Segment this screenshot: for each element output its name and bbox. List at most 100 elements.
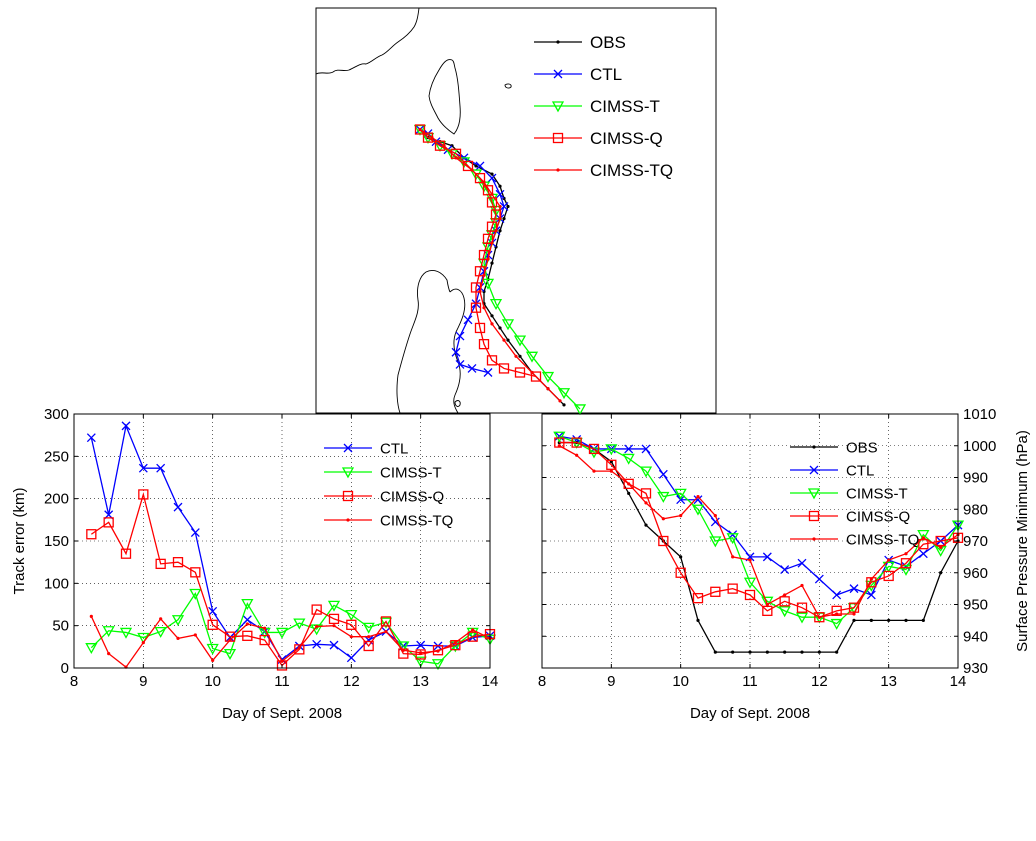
- track-point-ctl: [495, 189, 505, 199]
- track-point-obs: [562, 403, 566, 407]
- track-point-cimss-q: [486, 197, 498, 208]
- track-error-ticks: 8 9 10 11 12 13 14 0 50 100 150 200 250 300: [44, 406, 498, 690]
- x-tick-label: 8: [70, 673, 78, 690]
- series-cimss-q: [86, 489, 496, 671]
- track-map-series: [413, 124, 587, 416]
- data-point-cimss-tq: [367, 635, 371, 639]
- data-point-ctl: [416, 640, 426, 650]
- track-point-cimss-tq: [546, 387, 550, 391]
- track-point-cimss-q: [514, 367, 526, 378]
- x-tick-label: 11: [274, 673, 290, 690]
- track-point-cimss-tq: [494, 229, 498, 233]
- legend-marker-cimss-tq: [346, 518, 350, 522]
- track-point-obs: [490, 172, 494, 176]
- data-point-cimss-t: [345, 610, 358, 621]
- legend-label-cimss-tq: CIMSS-TQ: [846, 531, 919, 548]
- data-point-cimss-t: [379, 617, 393, 629]
- track-point-cimss-tq: [490, 241, 494, 245]
- surface-pressure-ylabel: Surface Pressure Minimum (hPa): [1014, 430, 1031, 652]
- data-point-cimss-q: [155, 558, 166, 570]
- track-map-panel: OBS CTL CIMSS-T CIMSS-Q CIMSS-TQ: [315, 7, 717, 416]
- y-tick-label: 960: [963, 565, 988, 582]
- y-tick-label: 0: [61, 660, 69, 677]
- series-line-cimss-tq: [90, 616, 491, 669]
- series-line-cimss-q: [90, 491, 491, 667]
- y-tick-label: 300: [44, 406, 69, 423]
- legend-marker-cimss-q: [808, 510, 820, 522]
- data-point-cimss-tq: [263, 626, 267, 630]
- series-line-ctl: [90, 423, 491, 661]
- data-point-cimss-tq: [644, 501, 648, 505]
- data-point-cimss-t: [899, 564, 913, 576]
- island-small-1: [504, 83, 512, 89]
- data-point-ctl: [710, 517, 720, 527]
- data-point-cimss-q: [242, 630, 253, 641]
- y-tick-label: 930: [963, 660, 988, 677]
- data-point-ctl: [156, 463, 166, 473]
- data-point-cimss-t: [743, 577, 757, 589]
- track-point-ctl: [455, 359, 465, 369]
- track-point-ctl: [475, 161, 485, 171]
- data-point-cimss-tq: [193, 633, 197, 637]
- data-point-cimss-t: [206, 643, 219, 655]
- data-point-cimss-t: [709, 536, 722, 548]
- data-point-cimss-tq: [245, 622, 249, 626]
- data-point-cimss-q: [207, 619, 218, 630]
- legend-label-cimss-t: CIMSS-T: [846, 485, 908, 502]
- x-tick-label: 12: [811, 673, 828, 690]
- data-point-ctl: [918, 549, 928, 559]
- x-tick-label: 9: [139, 673, 147, 690]
- x-tick-label: 14: [950, 673, 967, 690]
- legend-marker-ctl: [343, 443, 353, 453]
- track-point-cimss-t: [481, 278, 495, 290]
- track-point-cimss-tq: [498, 204, 502, 209]
- data-point-cimss-q: [467, 631, 478, 642]
- track-point-ctl: [463, 315, 473, 325]
- data-point-obs: [783, 650, 787, 654]
- data-point-cimss-tq: [731, 555, 735, 559]
- data-point-cimss-t: [327, 600, 341, 612]
- data-point-cimss-q: [190, 567, 201, 578]
- data-point-obs: [887, 618, 891, 622]
- legend-label-cimss-tq: CIMSS-TQ: [380, 512, 453, 529]
- data-point-ctl: [641, 444, 651, 454]
- y-tick-label: 990: [963, 470, 988, 487]
- data-point-cimss-tq: [817, 615, 821, 619]
- data-point-cimss-tq: [679, 514, 683, 518]
- data-point-cimss-tq: [384, 629, 388, 634]
- track-point-cimss-q: [414, 124, 426, 135]
- data-point-obs: [731, 650, 735, 654]
- track-point-cimss-q: [482, 185, 494, 196]
- data-point-cimss-q: [606, 459, 617, 470]
- data-point-ctl: [780, 565, 790, 575]
- data-point-ctl: [676, 495, 686, 505]
- track-map-frame: [315, 7, 717, 414]
- data-point-obs: [921, 618, 925, 622]
- legend-marker-obs: [556, 40, 560, 44]
- data-point-cimss-tq: [315, 624, 319, 629]
- data-point-cimss-tq: [557, 444, 561, 448]
- series-line-cimss-t: [559, 435, 959, 625]
- track-point-obs: [490, 261, 494, 265]
- data-point-cimss-t: [830, 618, 843, 630]
- data-point-cimss-tq: [887, 558, 891, 562]
- data-point-cimss-t: [414, 656, 427, 668]
- data-point-cimss-q: [623, 478, 634, 490]
- track-point-cimss-tq: [490, 192, 494, 196]
- series-cimss-q: [554, 437, 964, 623]
- data-point-cimss-tq: [869, 577, 873, 581]
- track-point-obs: [474, 164, 478, 168]
- data-point-cimss-tq: [419, 651, 423, 655]
- track-point-cimss-tq: [498, 217, 502, 221]
- legend-label-ctl: CTL: [846, 462, 874, 479]
- data-point-ctl: [693, 495, 703, 505]
- data-point-obs: [748, 650, 752, 654]
- track-point-cimss-tq: [442, 144, 446, 148]
- data-point-cimss-t: [657, 491, 670, 503]
- data-point-cimss-tq: [575, 453, 579, 457]
- data-point-cimss-q: [120, 548, 132, 559]
- track-point-obs: [490, 314, 494, 318]
- data-point-cimss-t: [691, 504, 705, 516]
- series-line-cimss-tq: [559, 445, 959, 618]
- track-point-obs: [518, 354, 522, 358]
